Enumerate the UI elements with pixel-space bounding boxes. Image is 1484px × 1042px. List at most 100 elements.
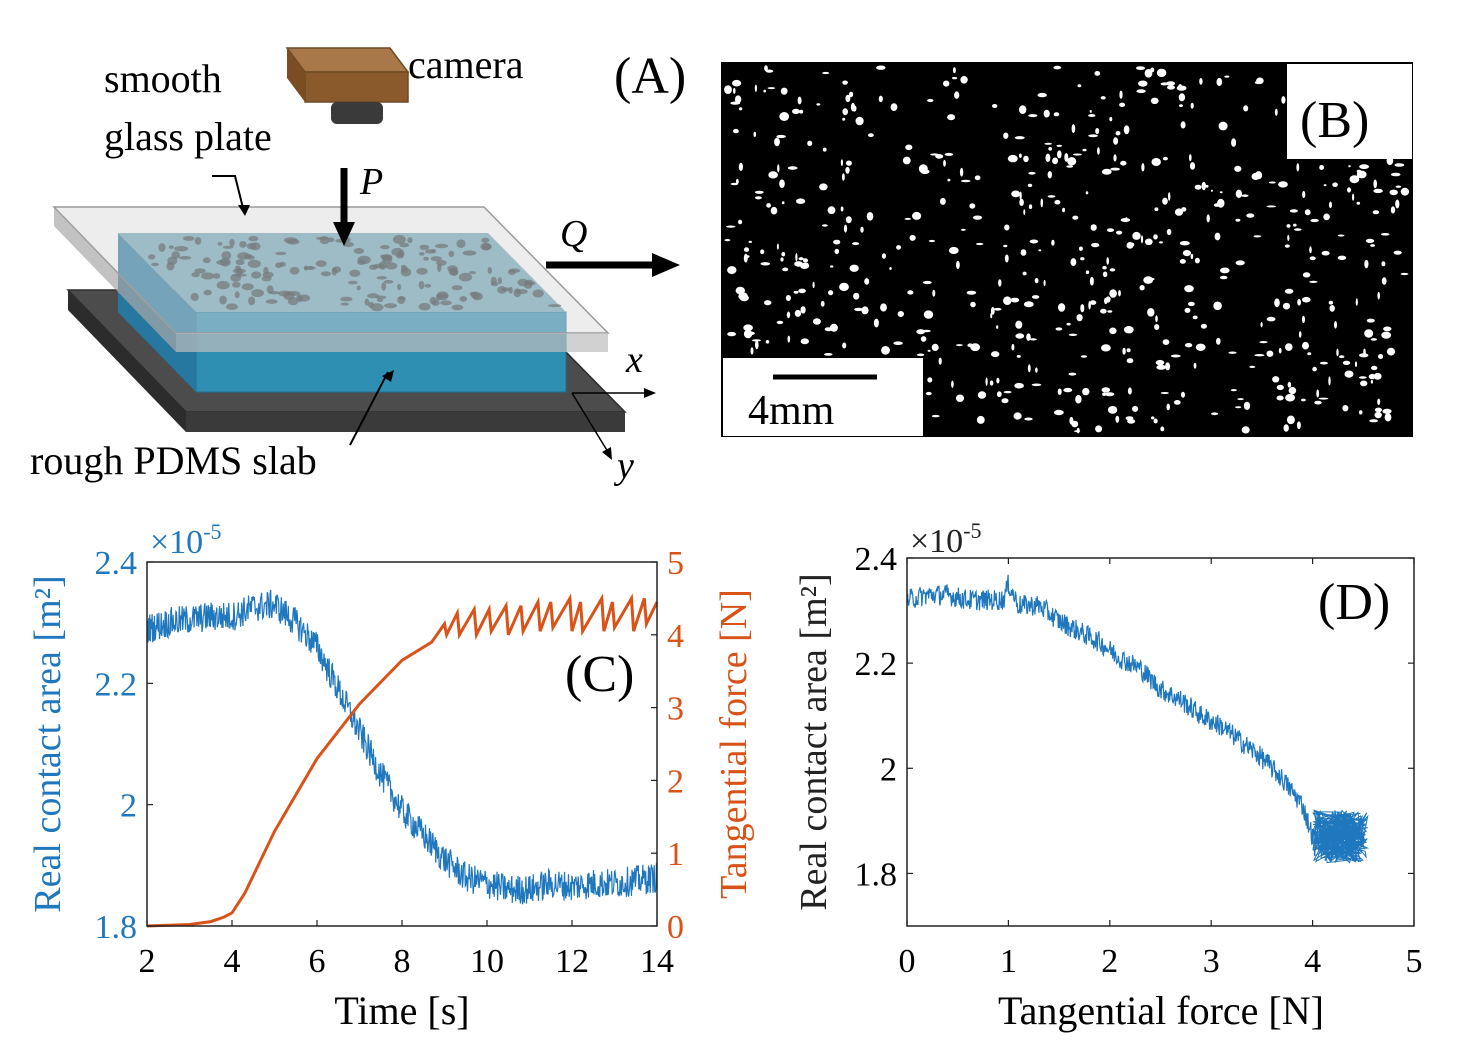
contact-spot — [1200, 323, 1207, 329]
contact-spot — [938, 357, 942, 365]
contact-spot — [816, 103, 821, 106]
contact-spot — [896, 245, 902, 250]
contact-spot — [1004, 224, 1010, 231]
contact-spot — [1095, 425, 1103, 433]
chart-d-xtick-label: 2 — [1101, 943, 1118, 980]
contact-spot — [1205, 184, 1209, 188]
contact-spot — [985, 377, 988, 386]
contact-spot — [996, 325, 999, 329]
contact-spot — [819, 183, 828, 191]
contact-spot — [960, 179, 971, 183]
contact-spot — [840, 159, 844, 167]
contact-spot — [956, 260, 960, 270]
contact-spot — [1040, 198, 1044, 208]
texture-speck — [202, 257, 211, 264]
texture-speck — [416, 267, 428, 275]
texture-speck — [340, 302, 349, 306]
contact-spot — [1377, 291, 1380, 300]
contact-spot — [1294, 228, 1302, 231]
contact-spot — [1266, 205, 1277, 208]
contact-spot — [1373, 188, 1383, 194]
contact-spot — [1107, 406, 1118, 414]
texture-speck — [247, 259, 261, 268]
chart-c-ytick-right-label: 4 — [667, 618, 684, 655]
texture-speck — [462, 250, 477, 256]
contact-spot — [1176, 85, 1187, 91]
contact-spot — [727, 331, 736, 337]
texture-speck — [430, 256, 442, 262]
contact-spot — [812, 281, 815, 289]
texture-speck — [450, 267, 459, 276]
contact-spot — [1043, 109, 1050, 118]
contact-spot — [1068, 333, 1078, 336]
texture-speck — [316, 236, 329, 240]
contact-spot — [733, 87, 736, 94]
contact-spot — [794, 261, 803, 267]
contact-spot — [1179, 241, 1190, 246]
contact-spot — [1274, 298, 1280, 308]
chart-c-xtick-label: 8 — [394, 943, 411, 980]
contact-spot — [1126, 242, 1134, 249]
texture-speck — [381, 282, 387, 291]
contact-spot — [779, 112, 790, 121]
contact-spot — [952, 67, 956, 74]
contact-spot — [943, 159, 946, 167]
contact-spot — [943, 80, 950, 87]
contact-spot — [798, 257, 804, 261]
contact-spot — [776, 134, 786, 139]
contact-spot — [1148, 277, 1155, 281]
contact-spot — [1272, 376, 1280, 383]
contact-spot — [1144, 238, 1153, 246]
contact-spot — [1230, 389, 1237, 392]
contact-spot — [730, 182, 739, 186]
contact-spot — [1047, 195, 1056, 198]
contact-spot — [1115, 415, 1120, 423]
texture-speck — [407, 237, 413, 244]
contact-spot — [743, 324, 753, 332]
contact-spot — [754, 190, 764, 194]
contact-spot — [1020, 249, 1027, 256]
contact-spot — [904, 217, 912, 220]
glass-plate-edge — [176, 333, 608, 352]
contact-spot — [1382, 408, 1392, 414]
contact-spot — [1019, 105, 1027, 114]
chart-d-exponent-power: -5 — [963, 518, 981, 543]
texture-speck — [367, 293, 380, 299]
contact-spot — [1153, 234, 1158, 240]
contact-spot — [990, 307, 995, 315]
contact-spot — [1235, 260, 1245, 266]
contact-spot — [1321, 250, 1330, 256]
contact-spot — [1054, 199, 1061, 205]
contact-spot — [1284, 288, 1294, 294]
contact-spot — [1003, 132, 1009, 139]
contact-spot — [781, 201, 785, 205]
contact-spot — [1011, 190, 1021, 198]
tangential-force-label: Q — [560, 213, 587, 255]
contact-spot — [1347, 187, 1351, 193]
contact-spot — [928, 239, 936, 243]
contact-spot — [966, 290, 977, 295]
base-plate-left — [68, 290, 186, 432]
contact-spot — [1080, 355, 1088, 358]
contact-spot — [1318, 397, 1329, 400]
contact-spot — [1120, 160, 1127, 166]
texture-speck — [378, 261, 387, 270]
tangential-force-arrow — [546, 253, 680, 277]
chart-d-frame — [906, 557, 1415, 927]
contact-spot — [820, 300, 825, 307]
texture-speck — [348, 280, 358, 285]
contact-spot — [800, 306, 806, 314]
contact-spot — [1339, 355, 1345, 359]
contact-spot — [1190, 102, 1194, 109]
contact-spot — [947, 178, 951, 182]
panel-d-chart: 0 1 2 3 4 5 1.8 2 2.2 2.4 (D) ×10-5 Tangential fo… — [793, 518, 1423, 1033]
contact-spot — [1390, 172, 1401, 177]
contact-spot — [1101, 168, 1112, 175]
contact-spot — [1374, 411, 1382, 419]
contact-spot — [990, 313, 993, 319]
contact-spot — [1235, 406, 1242, 409]
contact-spot — [866, 212, 874, 221]
contact-spot — [1370, 244, 1375, 247]
contact-spot — [1062, 207, 1066, 213]
